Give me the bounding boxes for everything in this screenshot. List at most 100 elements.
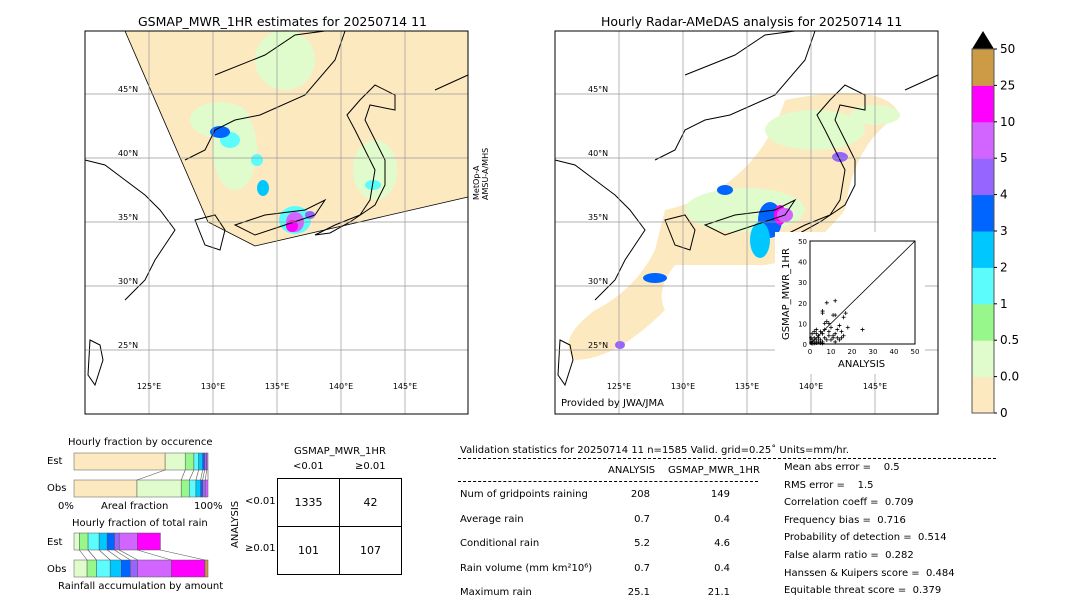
lon-label: 145°E [393, 382, 417, 391]
stat-row-analysis: 25.1 [627, 587, 650, 598]
lon-label: 140°E [799, 382, 823, 391]
coastline [314, 84, 396, 236]
bar-segment-obs [205, 479, 209, 498]
contingency-title: GSMAP_MWR_1HR [294, 446, 386, 457]
coastline [664, 214, 696, 251]
stats-header: Validation statistics for 20250714 11 n=… [460, 445, 849, 456]
colorbar-segment [972, 303, 994, 341]
scatter-point [824, 337, 829, 342]
lon-label: 125°E [607, 382, 631, 391]
stat-row-label: Maximum rain [460, 587, 532, 598]
colorbar: 0 0.01 0.5 1 2 3 4 5 10 25 50 [971, 31, 1020, 420]
contingency-row-axis: ANALYSIS [230, 500, 241, 548]
y-tick-label: 20 [798, 300, 807, 308]
lat-label: 30°N [118, 277, 138, 286]
coastline [233, 198, 327, 236]
scatter-point [818, 329, 823, 334]
bar-segment-obs [96, 559, 111, 578]
lat-label: 40°N [118, 149, 138, 158]
lon-label: 130°E [671, 382, 695, 391]
bar-segment-obs [137, 559, 172, 578]
scatter-point [826, 321, 831, 326]
colorbar-tick-label: 5 [1000, 151, 1008, 165]
bar-connector [195, 469, 199, 481]
y-tick-label: 0 [803, 341, 807, 349]
bar-segment-est [114, 532, 120, 551]
map-frame [554, 30, 939, 415]
colorbar-extend-arrow [972, 31, 994, 49]
scatter-point [810, 331, 815, 336]
bar-segment-est [206, 452, 209, 471]
lat-label: 35°N [588, 213, 608, 222]
stat-row-analysis: 5.2 [634, 538, 650, 549]
coastline [434, 74, 469, 91]
contingency-col-1: ≥0.01 [355, 461, 386, 472]
bar-connector [188, 469, 195, 481]
score-line: Equitable threat score = 0.379 [784, 585, 942, 597]
bar-segment-est [184, 452, 195, 471]
scatter-point [820, 331, 825, 336]
scatter-plot: 0 10 20 30 40 50 0 10 20 30 40 50 [775, 232, 925, 374]
bar-connector [87, 549, 97, 561]
bar-connector [119, 549, 138, 561]
occurrence-bars [73, 452, 209, 498]
bar-segment-est [106, 532, 115, 551]
scatter-point [833, 339, 838, 344]
scatter-point [824, 319, 829, 324]
scatter-point [814, 340, 819, 345]
coastline [703, 198, 797, 236]
data-credit: Provided by JWA/JMA [561, 398, 664, 409]
bar-segment-est [164, 452, 186, 471]
scatter-point [835, 335, 840, 340]
scatter-point [816, 335, 821, 340]
left-map: 125°E 130°E 135°E 140°E 145°E 45°N 40°N 35°N 30°… [84, 30, 469, 415]
scatter-point [818, 340, 823, 345]
stats-col-gsmap: GSMAP_MWR_1HR [668, 465, 760, 476]
score-line: Probability of detection = 0.514 [784, 532, 947, 544]
colorbar-segment [972, 85, 994, 123]
colorbar-segment [972, 376, 994, 414]
bar-segment-est [198, 452, 203, 471]
rain-blob [255, 30, 315, 90]
coastline [554, 159, 646, 301]
scatter-point [822, 321, 827, 326]
scatter-point [833, 331, 838, 336]
scatter-point [820, 311, 825, 316]
bar-segment-est [193, 452, 199, 471]
stat-row-label: Num of gridpoints raining [460, 489, 588, 500]
stats-col-divider [458, 481, 758, 482]
bar-segment-obs [73, 559, 88, 578]
totalrain-title: Hourly fraction of total rain [72, 518, 208, 529]
cell-hits: 107 [339, 526, 402, 575]
x-tick-label: 10 [827, 348, 836, 356]
x-tick-label: 20 [848, 348, 857, 356]
bar-segment-obs [180, 479, 190, 498]
scatter-point [829, 325, 833, 330]
y-tick-label: 40 [798, 259, 807, 267]
stats-col-analysis: ANALYSIS [608, 465, 656, 476]
y-tick-label: 10 [798, 320, 807, 328]
rain-blob [286, 220, 298, 232]
lon-label: 130°E [201, 382, 225, 391]
bar-segment-obs [130, 559, 138, 578]
rain-blob [615, 341, 625, 349]
bar-connector [205, 469, 207, 481]
stat-row-analysis: 0.7 [634, 513, 650, 525]
contingency-row-0: <0.01 [245, 496, 276, 507]
swath-edge [124, 30, 469, 247]
cell-false-alarms: 42 [339, 478, 402, 527]
bar-segment-est [73, 532, 80, 551]
totalrain-est-label: Est [47, 537, 63, 548]
bar-segment-obs [200, 479, 203, 498]
scatter-point [809, 335, 814, 340]
right-map-title: Hourly Radar-AMeDAS analysis for 2025071… [601, 14, 903, 29]
score-line: Hanssen & Kuipers score = 0.484 [784, 567, 955, 579]
coastline [654, 30, 816, 161]
lat-label: 40°N [588, 149, 608, 158]
colorbar-tick-label: 0.01 [1000, 370, 1020, 384]
bar-connector [114, 549, 131, 561]
scatter-point [822, 335, 827, 340]
scatter-point [810, 341, 815, 346]
colorbar-segment [972, 158, 994, 196]
score-line: False alarm ratio = 0.282 [784, 550, 914, 561]
